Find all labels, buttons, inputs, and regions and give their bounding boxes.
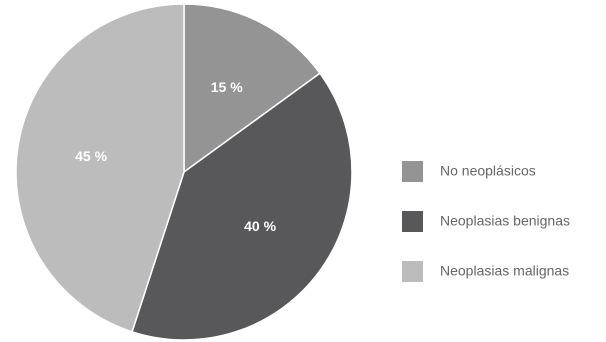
pie-slice-neoplasias-benignas xyxy=(131,72,353,341)
legend-label-neoplasias-benignas: Neoplasias benignas xyxy=(440,213,570,229)
legend-swatch-neoplasias-benignas xyxy=(402,211,423,232)
pie-slices xyxy=(15,3,353,341)
pie-slice-labels: 15 % 40 % 45 % xyxy=(75,79,276,234)
pie-slice-no-neoplasicos xyxy=(183,3,321,173)
legend-label-no-neoplasicos: No neoplásicos xyxy=(440,163,536,179)
pie-slice-neoplasias-malignas xyxy=(15,3,185,333)
legend-label-neoplasias-malignas: Neoplasias malignas xyxy=(440,263,569,279)
slice-value-label: 15 % xyxy=(211,79,243,95)
legend: No neoplásicos Neoplasias benignas Neoplas… xyxy=(402,161,570,282)
legend-swatch-no-neoplasicos xyxy=(402,161,423,182)
slice-value-label: 40 % xyxy=(244,218,276,234)
legend-swatch-neoplasias-malignas xyxy=(402,261,423,282)
slice-value-label: 45 % xyxy=(75,148,107,164)
